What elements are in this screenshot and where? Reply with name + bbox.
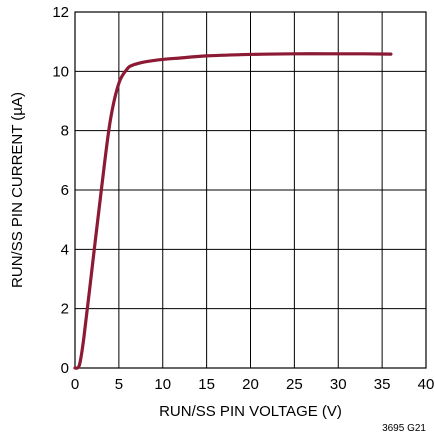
- figure-id: 3695 G21: [382, 423, 426, 434]
- series-layer: [73, 52, 393, 370]
- y-tick-label: 4: [61, 241, 69, 258]
- y-tick-label: 12: [52, 4, 69, 21]
- y-tick-label: 10: [52, 63, 69, 80]
- x-tick-label: 25: [286, 376, 303, 393]
- x-tick-label: 5: [115, 376, 123, 393]
- plot-frame: [74, 11, 427, 369]
- x-tick-labels: 0 5 10 15 20 25 30 35 40: [71, 376, 435, 393]
- series-line: [73, 52, 393, 370]
- x-tick-label: 10: [154, 376, 171, 393]
- y-tick-label: 0: [61, 360, 69, 377]
- y-tick-label: 2: [61, 301, 69, 318]
- y-tick-labels: 0 2 4 6 8 10 12: [52, 4, 69, 377]
- x-tick-label: 35: [374, 376, 391, 393]
- x-tick-label: 15: [198, 376, 215, 393]
- x-tick-label: 30: [330, 376, 347, 393]
- x-axis-title: RUN/SS PIN VOLTAGE (V): [159, 403, 342, 420]
- y-axis-title: RUN/SS PIN CURRENT (µA): [9, 92, 26, 288]
- grid: [74, 11, 427, 369]
- y-tick-label: 8: [61, 123, 69, 140]
- x-tick-label: 20: [242, 376, 259, 393]
- x-tick-label: 0: [71, 376, 79, 393]
- x-tick-label: 40: [418, 376, 435, 393]
- y-tick-label: 6: [61, 182, 69, 199]
